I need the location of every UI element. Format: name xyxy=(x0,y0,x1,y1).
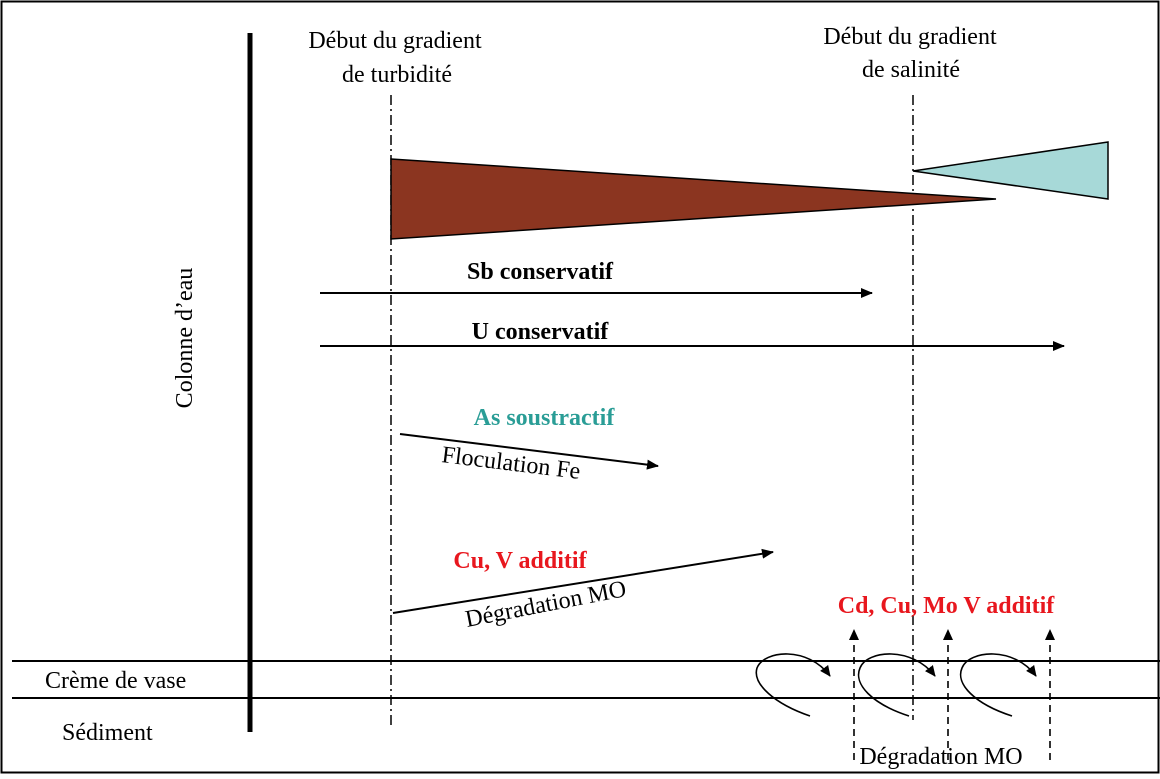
curved-flux-arrow-1 xyxy=(755,653,831,717)
curved-flux-arrow-3 xyxy=(959,653,1037,717)
turbidity-gradient-wedge xyxy=(390,158,997,240)
cu-v-additive-arrow xyxy=(392,548,774,614)
cream-layer-label: Crème de vase xyxy=(45,668,186,694)
sediment-layer-label: Sédiment xyxy=(62,720,153,746)
sediment-process-label: Dégradation MO xyxy=(859,744,1022,770)
as-subtractive-arrow xyxy=(399,433,659,470)
salinity-title-line1: Début du gradient xyxy=(823,24,997,50)
turbidity-title-line2: de turbidité xyxy=(342,62,452,88)
cu-v-process-label: Dégradation MO xyxy=(463,576,628,633)
curved-flux-arrow-2 xyxy=(857,653,936,717)
salinity-title-line2: de salinité xyxy=(862,57,960,83)
salinity-gradient-wedge xyxy=(912,141,1109,200)
as-subtractive-label: As soustractif xyxy=(474,405,616,431)
sediment-release-label: Cd, Cu, Mo V additif xyxy=(838,593,1056,619)
sb-conservative-label: Sb conservatif xyxy=(467,259,614,285)
turbidity-title-line1: Début du gradient xyxy=(308,28,482,54)
u-conservative-label: U conservatif xyxy=(472,319,610,345)
water-column-label: Colonne d’eau xyxy=(172,268,198,409)
cu-v-additive-label: Cu, V additif xyxy=(453,548,587,574)
